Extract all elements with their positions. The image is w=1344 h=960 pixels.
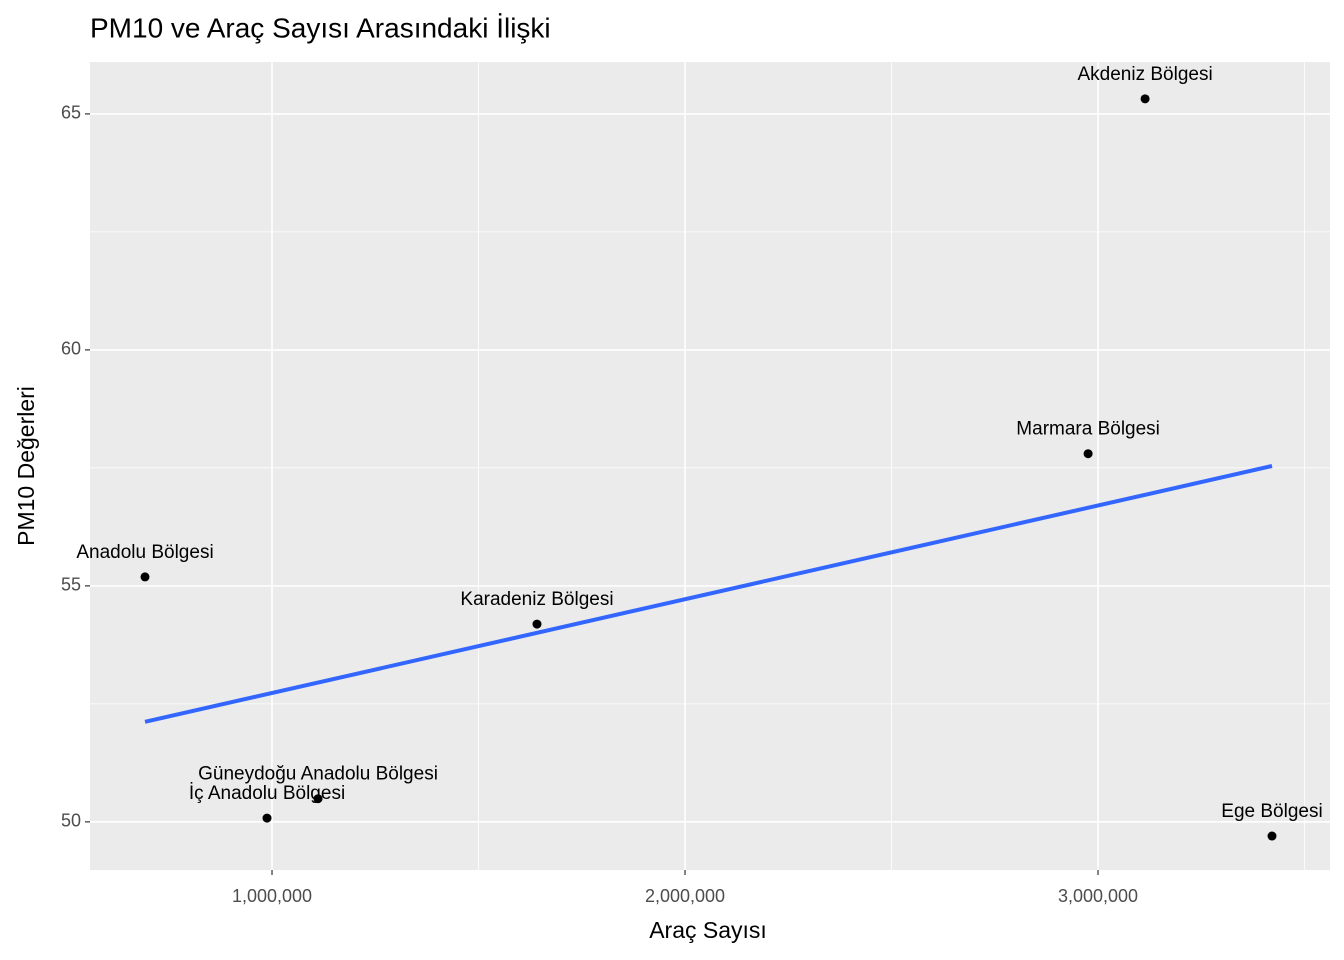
y-tick-label: 60 bbox=[61, 339, 81, 359]
y-tick-label: 50 bbox=[61, 811, 81, 831]
y-axis-title: PM10 Değerleri bbox=[13, 386, 39, 546]
x-tick-label: 3,000,000 bbox=[1058, 886, 1138, 906]
point-label: Güneydoğu Anadolu Bölgesi bbox=[198, 764, 438, 785]
point-label: İç Anadolu Bölgesi bbox=[189, 783, 345, 804]
x-tick-label: 1,000,000 bbox=[232, 886, 312, 906]
point bbox=[1140, 94, 1150, 104]
point-label: Akdeniz Bölgesi bbox=[1077, 64, 1212, 85]
y-tick-label: 55 bbox=[61, 575, 81, 595]
point-label: Marmara Bölgesi bbox=[1016, 419, 1160, 440]
point bbox=[313, 794, 323, 804]
point bbox=[1267, 831, 1277, 841]
point bbox=[1083, 449, 1093, 459]
x-axis-title: Araç Sayısı bbox=[649, 917, 767, 943]
point bbox=[262, 813, 272, 823]
point-label: Ege Bölgesi bbox=[1221, 801, 1322, 822]
x-tick-label: 2,000,000 bbox=[645, 886, 725, 906]
point-label: Anadolu Bölgesi bbox=[76, 542, 213, 563]
panel bbox=[90, 62, 1330, 870]
chart-title: PM10 ve Araç Sayısı Arasındaki İlişki bbox=[90, 12, 551, 43]
point bbox=[532, 619, 542, 629]
regression-line bbox=[144, 464, 1273, 724]
point-label: Karadeniz Bölgesi bbox=[460, 589, 613, 610]
y-tick-label: 65 bbox=[61, 103, 81, 123]
point bbox=[140, 572, 150, 582]
